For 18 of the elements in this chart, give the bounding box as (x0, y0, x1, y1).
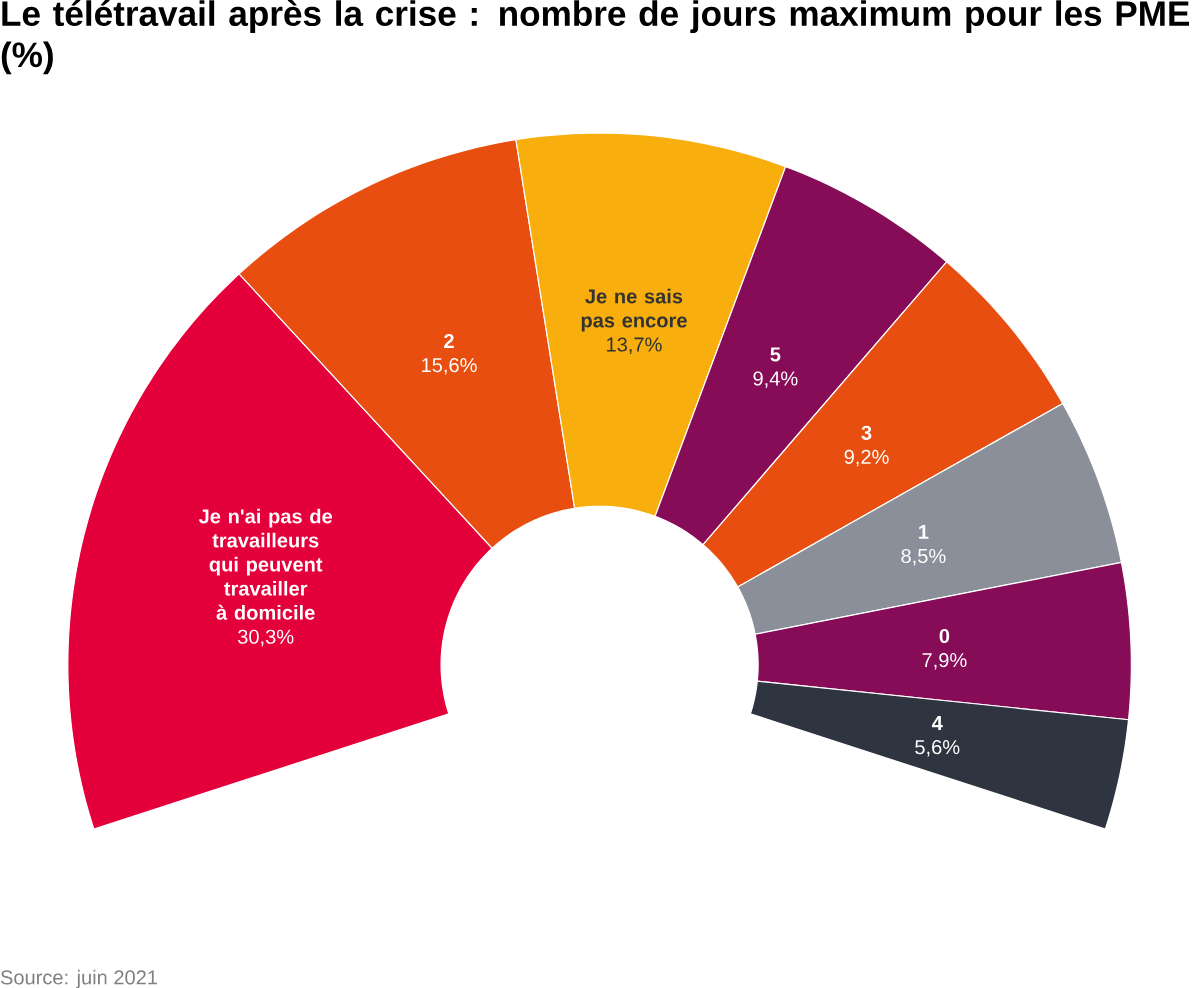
chart-title: Le télétravail après la crise : nombre de jours maximum pour les PME (%) (1, 0, 1190, 74)
slice-label: 1 (919, 524, 929, 539)
slice-label: 3 (861, 425, 872, 440)
slice-label: Je n'ai pas de travailleurs qui peuvent travailler à domicile (198, 508, 333, 620)
slice-label: Je ne sais pas encore (581, 288, 687, 332)
source-note: Source: juin 2021 (0, 969, 158, 988)
data-label: 15,6% (422, 357, 477, 375)
slice-label: 4 (931, 715, 943, 730)
slice-label: 0 (939, 628, 950, 643)
data-label: 8,5% (901, 548, 946, 566)
data-label: 13,7% (607, 337, 662, 354)
slice-label: 2 (444, 333, 454, 348)
data-label: 9,4% (753, 371, 798, 388)
data-label: 7,9% (922, 652, 967, 670)
slice-label: 5 (770, 347, 781, 362)
data-label: 30,3% (237, 629, 294, 646)
data-label: 5,6% (915, 739, 960, 757)
data-label: 9,2% (844, 449, 889, 467)
